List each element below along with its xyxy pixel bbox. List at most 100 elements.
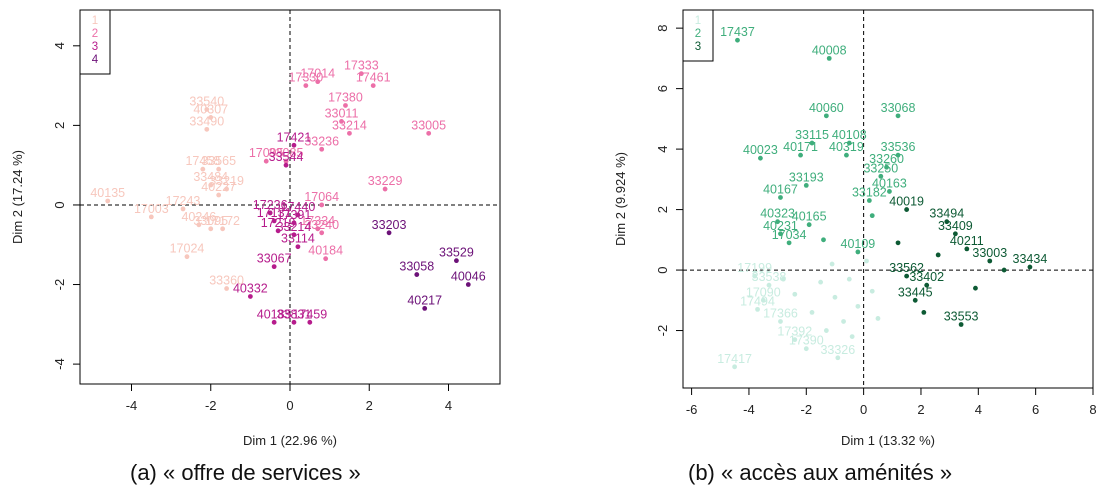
point-label: 33544 (269, 150, 304, 164)
point-label: 40135 (90, 186, 125, 200)
data-point (921, 310, 926, 315)
data-point (830, 262, 835, 267)
data-point (864, 259, 869, 264)
legend-entry: 4 (92, 54, 99, 66)
legend-entry: 1 (92, 15, 98, 27)
point-label: 33114 (281, 232, 315, 246)
x-axis-label: Dim 1 (13.32 %) (841, 433, 935, 448)
point-label: 33058 (399, 260, 434, 274)
point-label: 33067 (257, 252, 292, 266)
caption-a: (a) « offre de services » (130, 460, 361, 486)
chart-a-offre-de-services: -4 -2 0 2 4 -4 -2 0 2 4 Dim 1 (22.96 %) Dim 2 (17.2… (10, 10, 500, 448)
data-point (973, 286, 978, 291)
data-point (896, 240, 901, 245)
point-label: 40008 (812, 43, 847, 57)
point-label: 33003 (972, 246, 1007, 260)
x-tick-label: -2 (801, 402, 813, 417)
point-label: 17459 (292, 307, 327, 321)
point-label: 17390 (789, 334, 824, 348)
data-point (870, 289, 875, 294)
chart-b-acces-aux-amenites: -6 -4 -2 0 2 4 6 8-202468Dim 1 (13.32 %)Dim 2 (… (613, 10, 1097, 448)
point-label: 40171 (783, 140, 818, 154)
legend-entry: 2 (92, 28, 98, 40)
point-label: 33565 (201, 154, 236, 168)
series-4: 33203 33058 33529 40046 40217 (372, 218, 486, 311)
x-tick-label: 2 (366, 398, 373, 413)
point-label: 40332 (233, 281, 268, 295)
point-label: 17366 (763, 306, 798, 320)
x-tick-label: 4 (445, 398, 452, 413)
data-point (847, 277, 852, 282)
y-tick-label: 6 (655, 85, 670, 92)
x-tick-label: 6 (1032, 402, 1039, 417)
point-label: 33182 (852, 186, 887, 200)
point-label: 17003 (134, 202, 169, 216)
data-point (818, 280, 823, 285)
y-tick-label: 0 (655, 266, 670, 273)
data-point (821, 237, 826, 242)
point-label: 33203 (372, 218, 407, 232)
y-tick-label: -4 (52, 358, 67, 370)
data-point (841, 319, 846, 324)
plot-frame (683, 10, 1093, 388)
x-tick-label: 8 (1089, 402, 1096, 417)
point-label: 33005 (411, 118, 446, 132)
point-label: 40060 (809, 101, 844, 115)
point-label: 33490 (189, 114, 224, 128)
x-tick-label: 0 (860, 402, 867, 417)
point-label: 33538 (752, 270, 787, 284)
point-label: 40184 (308, 244, 343, 258)
legend-entry: 1 (695, 15, 701, 27)
caption-b: (b) « accès aux aménités » (688, 460, 952, 486)
y-axis-label: Dim 2 (17.24 %) (10, 150, 25, 244)
y-tick-label: 0 (52, 201, 67, 208)
data-point (870, 213, 875, 218)
y-tick-label: 2 (52, 122, 67, 129)
point-label: 40109 (841, 237, 876, 251)
point-label: 17421 (277, 130, 312, 144)
series-2: 174374000840060 3306833115 4010840023 40171… (720, 25, 915, 254)
x-tick-label: -6 (686, 402, 698, 417)
y-tick-label: 4 (655, 145, 670, 152)
y-tick-label: 4 (52, 42, 67, 49)
point-label: 40227 (201, 180, 236, 194)
point-label: 17034 (772, 228, 807, 242)
point-label: 17014 (300, 67, 335, 81)
x-tick-label: -4 (126, 398, 138, 413)
data-point (936, 253, 941, 258)
y-tick-label: -2 (655, 325, 670, 337)
data-point (833, 295, 838, 300)
series-3: 4001933494334094021133003 334343356233402… (889, 195, 1047, 327)
data-point (876, 316, 881, 321)
point-label: 40046 (451, 270, 486, 284)
x-tick-label: 4 (975, 402, 982, 417)
point-label: 33434 (1013, 252, 1048, 266)
point-label: 40319 (829, 140, 864, 154)
point-label: 33409 (938, 219, 973, 233)
point-label: 17461 (356, 71, 391, 85)
x-tick-label: -2 (205, 398, 217, 413)
data-point (855, 304, 860, 309)
x-axis-label: Dim 1 (22.96 %) (243, 433, 337, 448)
point-label: 33250 (863, 161, 898, 175)
point-label: 40167 (763, 182, 798, 196)
data-point (850, 334, 855, 339)
x-tick-label: -4 (743, 402, 755, 417)
data-point (792, 292, 797, 297)
point-label: 40023 (743, 143, 778, 157)
x-tick-label: 2 (917, 402, 924, 417)
point-label: 33529 (439, 246, 474, 260)
legend-entry: 3 (695, 41, 701, 53)
point-label: 33402 (909, 270, 944, 284)
data-point (824, 328, 829, 333)
legend-entry: 2 (695, 28, 701, 40)
point-label: 33326 (820, 343, 855, 357)
data-point (1002, 268, 1007, 273)
point-label: 33214 (332, 118, 367, 132)
data-point (781, 277, 786, 282)
point-label: 17437 (720, 25, 755, 39)
point-label: 17417 (717, 352, 752, 366)
